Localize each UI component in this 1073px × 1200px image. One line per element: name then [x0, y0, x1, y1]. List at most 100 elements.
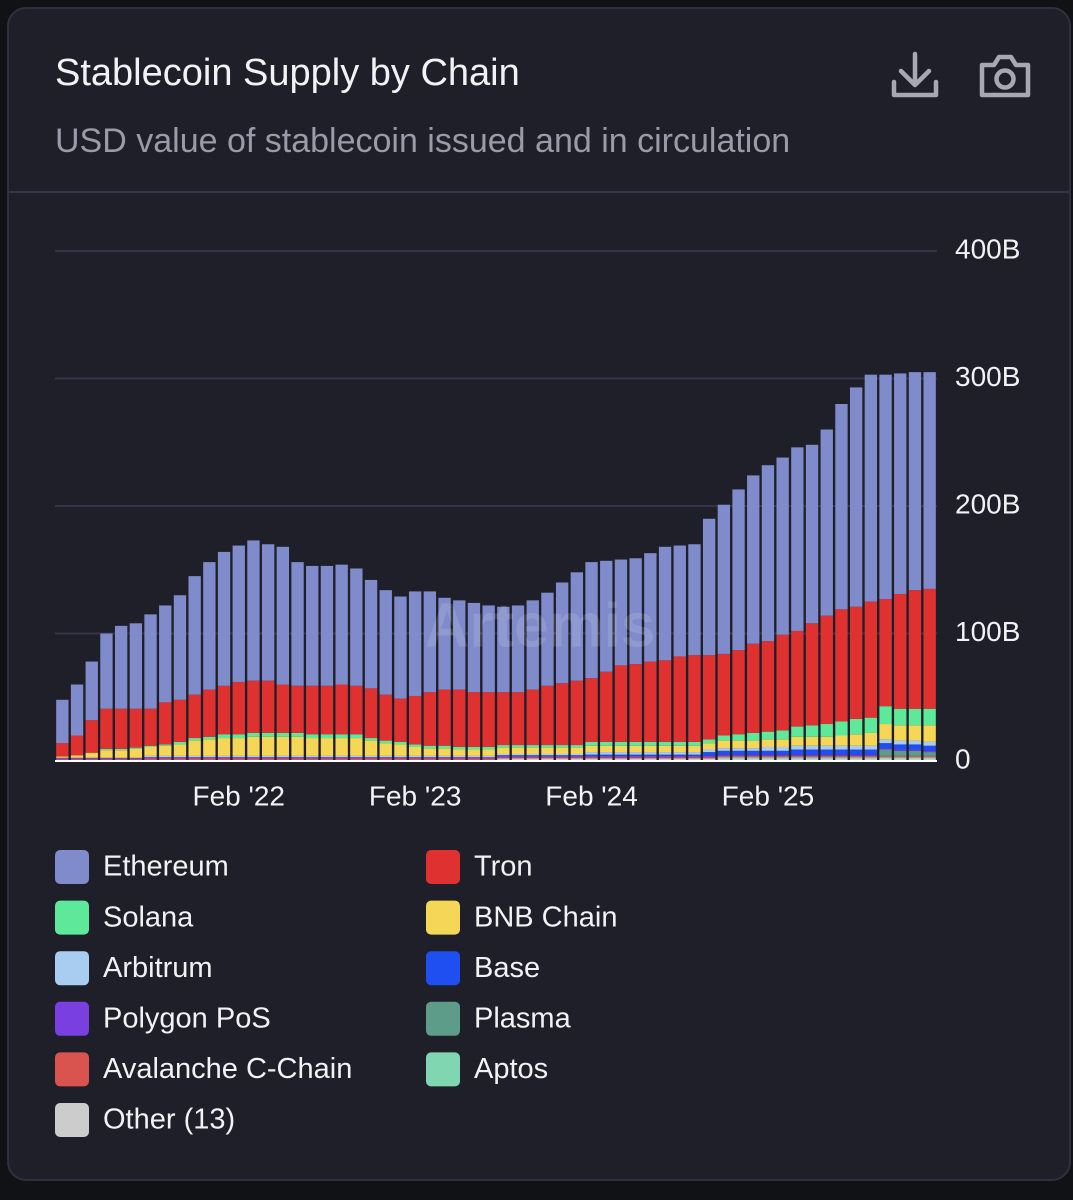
bar-segment [570, 758, 584, 761]
bar-segment [526, 755, 539, 756]
bar-segment [747, 754, 760, 756]
bar-segment [629, 741, 642, 746]
bar-segment [908, 590, 922, 709]
bar-segment [232, 757, 245, 759]
bar-segment [644, 758, 657, 761]
bar-segment [600, 745, 613, 753]
bar-segment [335, 758, 348, 760]
bar-segment [70, 755, 84, 758]
bar-segment [864, 757, 878, 759]
bar-segment [688, 745, 701, 753]
bar-segment [908, 757, 922, 759]
bar-segment [188, 740, 201, 756]
bar-segment [717, 750, 731, 755]
bar-segment [114, 757, 128, 760]
bar-segment [467, 749, 481, 756]
bar-segment [908, 758, 922, 761]
download-button[interactable] [891, 51, 939, 98]
bar-segment [820, 724, 833, 737]
bar-segment [261, 757, 275, 759]
bar-segment [320, 738, 334, 756]
bar-segment [761, 754, 775, 756]
bar-segment [585, 745, 598, 753]
bar-segment [600, 741, 613, 746]
bar-segment [614, 755, 628, 758]
bar-segment [555, 753, 569, 756]
bar-segment [820, 429, 833, 616]
bar-segment [747, 732, 760, 741]
bar-segment [614, 752, 628, 755]
legend-label: Polygon PoS [103, 1002, 271, 1034]
bar-segment [232, 681, 245, 735]
bar-segment [776, 754, 789, 756]
bar-segment [541, 757, 554, 759]
bar-segment [600, 754, 613, 756]
bar-segment [732, 748, 745, 751]
bar-segment [511, 755, 525, 756]
bar-segment [335, 564, 348, 685]
bar-segment [335, 684, 348, 735]
bar-segment [173, 595, 187, 700]
bar-segment [453, 757, 466, 759]
bar-segment [585, 757, 598, 759]
bar-segment [894, 744, 907, 750]
legend-swatch [426, 1052, 460, 1087]
bar-segment [453, 755, 466, 758]
bar-segment [526, 757, 539, 759]
bar-segment [585, 752, 598, 755]
legend-label: Solana [103, 901, 194, 933]
legend-swatch [426, 850, 460, 884]
bar-segment [247, 680, 260, 733]
bar-segment [717, 754, 731, 756]
bar-segment [100, 633, 113, 709]
bar-segment [600, 758, 613, 761]
bar-segment [511, 755, 525, 758]
bar-segment [188, 738, 201, 741]
bar-segment [791, 447, 804, 631]
screenshot-button[interactable] [979, 54, 1031, 98]
bar-segment [217, 551, 231, 686]
download-icon [898, 51, 932, 88]
bar-segment [761, 750, 775, 755]
bar-segment [114, 748, 128, 751]
bar-segment [614, 754, 628, 756]
bar-segment [629, 758, 642, 761]
legend-swatch [426, 900, 460, 935]
bar-segment [555, 683, 569, 746]
bar-segment [394, 757, 407, 759]
bar-segment [732, 758, 745, 761]
bar-segment [879, 757, 892, 759]
bar-segment [835, 754, 848, 756]
bar-segment [541, 755, 554, 756]
bar-segment [467, 692, 481, 747]
bar-segment [526, 689, 539, 746]
bar-segment [541, 758, 554, 761]
bar-segment [203, 758, 216, 760]
bar-segment [541, 685, 554, 746]
bar-segment [541, 753, 554, 756]
bar-segment [291, 732, 304, 737]
bar-segment [820, 754, 833, 756]
x-tick-label: Feb '24 [545, 780, 638, 811]
bar-segment [291, 758, 304, 760]
legend-label: Avalanche C-Chain [103, 1053, 352, 1085]
bar-segment [585, 754, 598, 756]
bar-segment [820, 758, 833, 761]
bar-segment [923, 745, 936, 751]
bar-segment [453, 746, 466, 750]
bar-segment [717, 504, 731, 654]
bar-segment [467, 758, 481, 760]
bar-segment [261, 755, 275, 758]
bar-segment [791, 757, 804, 759]
bar-segment [217, 685, 231, 735]
bar-segment [497, 606, 510, 693]
bar-segment [261, 680, 275, 733]
bar-segment [394, 698, 407, 742]
bar-segment [203, 739, 216, 756]
bar-segment [629, 752, 642, 755]
bar-segment [688, 758, 701, 761]
bar-segment [423, 591, 437, 693]
bar-segment [864, 755, 878, 758]
bar-segment [805, 736, 819, 746]
bar-segment [688, 741, 701, 746]
